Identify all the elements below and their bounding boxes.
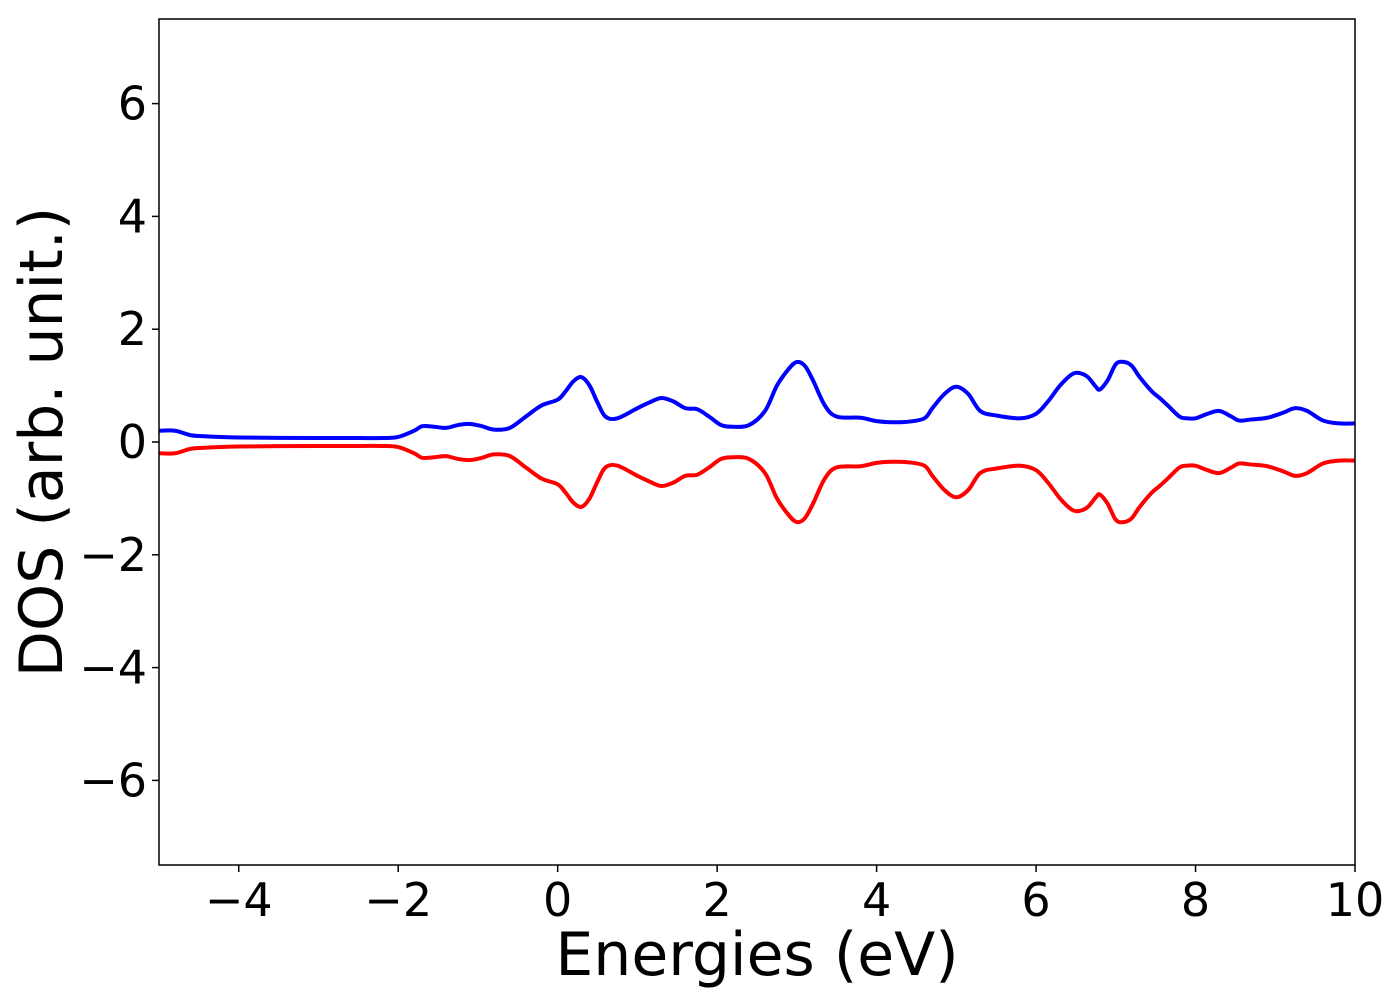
- plot-area-frame: [158, 18, 1356, 866]
- x-tick-label: 0: [543, 873, 572, 927]
- x-tick-label: 2: [702, 873, 731, 927]
- y-tick-label: −4: [79, 641, 147, 695]
- x-tick-label: 8: [1181, 873, 1210, 927]
- dos-spin-down-line: [158, 443, 1356, 525]
- y-tick-label: 2: [118, 302, 147, 356]
- y-axis-ticks: 6 4 2 0 −2 −4 −6: [79, 77, 159, 807]
- y-axis-title: DOS (arb. unit.): [7, 207, 77, 677]
- x-tick-label: −2: [364, 873, 432, 927]
- x-tick-label: 6: [1021, 873, 1050, 927]
- y-tick-label: 4: [118, 189, 147, 243]
- x-tick-label: 10: [1326, 873, 1385, 927]
- y-tick-label: −2: [79, 528, 147, 582]
- x-axis-ticks: −4 −2 0 2 4 6 8 10: [205, 865, 1384, 927]
- x-axis-title: Energies (eV): [555, 920, 958, 990]
- y-tick-label: 6: [118, 77, 147, 131]
- y-tick-label: −6: [79, 753, 147, 807]
- x-tick-label: 4: [862, 873, 891, 927]
- x-tick-label: −4: [205, 873, 273, 927]
- dos-spin-up-line: [158, 359, 1356, 441]
- series-layer: [158, 359, 1356, 525]
- y-tick-label: 0: [118, 415, 147, 469]
